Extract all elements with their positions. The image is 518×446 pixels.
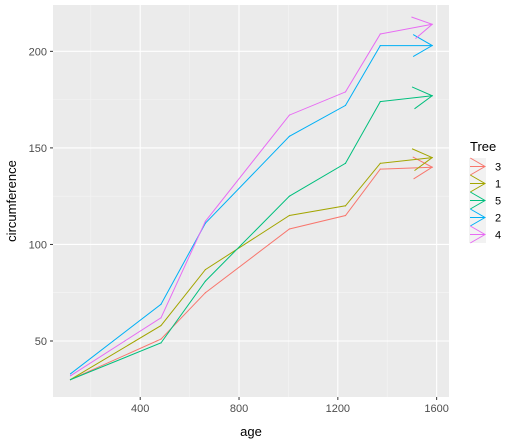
data-point-5-6 bbox=[431, 95, 433, 97]
x-tick-label: 1200 bbox=[326, 403, 350, 415]
data-point-3-1 bbox=[160, 338, 162, 340]
data-point-2-4 bbox=[344, 104, 347, 107]
legend-key-arrowhead bbox=[470, 191, 486, 210]
series-1 bbox=[69, 148, 434, 381]
legend-key-arrowhead bbox=[470, 225, 486, 244]
grid-minor bbox=[53, 5, 449, 397]
legend: Tree 3 1 5 2 4 bbox=[469, 139, 501, 244]
data-point-5-3 bbox=[288, 195, 291, 197]
data-point-4-3 bbox=[288, 114, 291, 116]
data-point-4-2 bbox=[204, 220, 207, 222]
series-layer bbox=[69, 16, 434, 381]
data-point-4-5 bbox=[379, 33, 381, 35]
data-point-5-2 bbox=[204, 280, 207, 282]
data-point-3-2 bbox=[204, 292, 207, 294]
series-5 bbox=[69, 86, 434, 381]
y-tick-label: 50 bbox=[35, 336, 47, 348]
data-point-1-3 bbox=[288, 214, 291, 217]
legend-label-2: 2 bbox=[495, 213, 501, 225]
legend-label-3: 3 bbox=[495, 162, 501, 174]
legend-label-4: 4 bbox=[495, 230, 501, 242]
data-point-3-4 bbox=[344, 214, 347, 217]
data-point-4-6 bbox=[431, 23, 433, 25]
data-point-5-4 bbox=[344, 162, 347, 164]
y-tick-label: 150 bbox=[29, 143, 47, 155]
x-tick-label: 800 bbox=[230, 403, 248, 415]
x-tick-label: 1600 bbox=[424, 403, 448, 415]
legend-key-4 bbox=[469, 225, 486, 244]
legend-label-1: 1 bbox=[495, 179, 501, 191]
data-point-5-0 bbox=[69, 379, 72, 381]
legend-label-5: 5 bbox=[495, 196, 501, 208]
plot-panel bbox=[53, 5, 449, 397]
data-point-1-5 bbox=[379, 162, 381, 164]
data-point-2-3 bbox=[288, 135, 291, 137]
legend-title: Tree bbox=[470, 139, 496, 154]
data-point-2-0 bbox=[69, 373, 72, 375]
data-point-5-5 bbox=[379, 100, 381, 103]
data-point-2-5 bbox=[379, 44, 381, 47]
legend-key-1 bbox=[469, 174, 486, 193]
data-point-4-0 bbox=[69, 375, 72, 377]
data-point-4-4 bbox=[344, 91, 347, 93]
legend-key-arrowhead bbox=[470, 174, 486, 193]
axis-ticks bbox=[50, 50, 438, 400]
series-4 bbox=[69, 16, 434, 377]
data-point-2-6 bbox=[431, 44, 433, 47]
legend-key-3 bbox=[469, 157, 486, 176]
x-tick-label: 400 bbox=[131, 403, 149, 415]
x-axis-title: age bbox=[240, 424, 262, 439]
data-point-5-1 bbox=[160, 342, 162, 344]
data-point-3-3 bbox=[288, 228, 291, 230]
data-point-3-5 bbox=[379, 168, 381, 170]
legend-key-2 bbox=[469, 208, 486, 227]
data-point-3-6 bbox=[431, 166, 433, 168]
data-point-1-4 bbox=[344, 205, 347, 207]
data-point-2-1 bbox=[160, 303, 162, 305]
legend-key-arrowhead bbox=[470, 157, 486, 176]
series-2 bbox=[69, 34, 434, 375]
legend-key-arrowhead bbox=[470, 208, 486, 227]
data-point-1-6 bbox=[431, 156, 433, 159]
y-axis-title: circumference bbox=[4, 160, 19, 242]
data-point-1-1 bbox=[160, 324, 162, 327]
data-point-4-1 bbox=[160, 317, 162, 319]
grid-major bbox=[53, 5, 449, 397]
tick-labels: 400 800 1200 1600 50 100 150 200 bbox=[29, 46, 449, 415]
y-tick-label: 100 bbox=[29, 239, 47, 251]
data-point-1-2 bbox=[204, 268, 207, 271]
legend-key-5 bbox=[469, 191, 486, 210]
y-tick-label: 200 bbox=[29, 46, 47, 58]
